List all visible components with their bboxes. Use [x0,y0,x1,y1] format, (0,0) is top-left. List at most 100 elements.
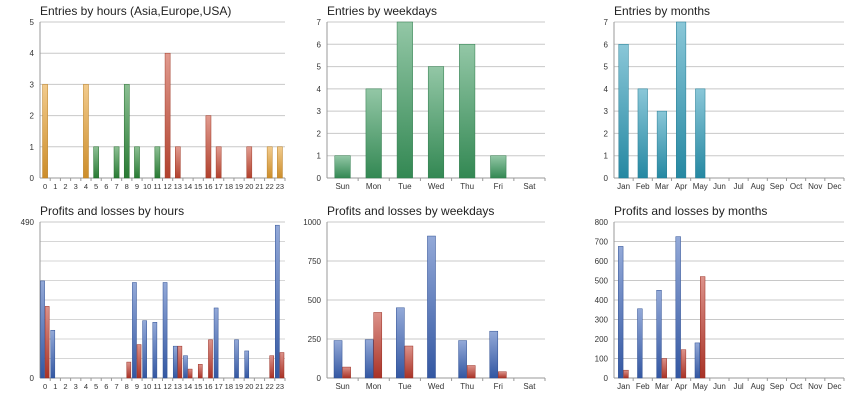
bar [675,236,681,379]
x-tick-label: 2 [63,182,67,191]
bar [205,115,212,179]
bar [364,339,374,379]
x-tick-label: 9 [135,182,139,191]
chart-title: Entries by hours (Asia,Europe,USA) [40,4,231,18]
chart-5: Profits and losses by weekdays 0 250 500 750… [303,204,546,391]
y-tick-label: 100 [595,355,609,364]
x-tick-label: 15 [194,182,202,191]
x-tick-label: May [693,382,708,391]
x-tick-label: 5 [94,382,98,391]
bar [396,307,405,379]
x-tick-label: 20 [245,182,253,191]
bar [623,369,629,379]
x-tick-label: Sat [523,182,536,191]
y-tick-label: 1 [317,152,322,161]
bar [152,322,158,379]
bar [164,52,171,179]
x-tick-label: Nov [808,382,822,391]
bar [458,340,467,379]
x-tick-label: Dec [827,382,841,391]
x-tick-label: Fri [494,182,504,191]
bar [126,361,132,379]
bar [700,276,706,379]
x-tick-label: Tue [398,382,412,391]
bar [246,146,253,179]
y-tick-label: 1 [604,152,609,161]
x-tick-label: Jan [617,382,630,391]
bar [618,44,629,179]
bar [618,246,624,379]
x-tick-label: 6 [104,182,108,191]
bar [83,84,89,179]
x-tick-label: Jul [733,182,743,191]
x-tick-label: 3 [74,382,78,391]
bar [637,88,648,179]
x-tick-label: 16 [204,182,212,191]
x-tick-label: Tue [398,182,412,191]
x-tick-label: 18 [225,382,233,391]
y-tick-label: 300 [595,316,609,325]
x-tick-label: 18 [225,182,233,191]
bar [275,224,280,379]
x-tick-label: 17 [214,382,222,391]
x-tick-label: 4 [84,382,88,391]
x-tick-label: Sun [335,382,349,391]
bar [142,320,147,379]
y-tick-label: 500 [595,277,609,286]
x-tick-label: 11 [153,182,161,191]
x-tick-label: 15 [194,382,202,391]
y-tick-label: 6 [604,40,609,49]
bar [404,345,414,379]
x-tick-label: 14 [184,382,192,391]
x-tick-label: Jan [617,182,630,191]
x-tick-label: Dec [827,182,841,191]
y-tick-label: 800 [595,218,609,227]
chart-2: Entries by weekdays 0 1 2 3 4 5 6 7 Sun Mon Tue Wed T… [317,4,546,191]
x-tick-label: Sun [335,182,349,191]
x-tick-label: 3 [74,182,78,191]
bar [177,345,183,379]
y-tick-label: 0 [30,174,35,183]
bar [427,235,436,379]
x-tick-label: 21 [255,382,263,391]
x-tick-label: 6 [104,382,108,391]
x-tick-label: Sep [770,182,785,191]
bar [676,21,687,179]
y-tick-label: 5 [604,63,609,72]
x-tick-label: Thu [460,182,474,191]
bar [213,307,219,379]
x-tick-label: Mar [655,382,669,391]
y-tick-label: 400 [595,296,609,305]
chart-3: Entries by months 0 1 2 3 4 5 6 7 Jan Feb Mar Apr May… [604,4,845,191]
bar [334,155,351,179]
y-tick-label: 7 [604,18,609,27]
y-tick-label: 0 [604,174,609,183]
y-tick-label: 7 [317,18,322,27]
x-tick-label: 23 [276,182,284,191]
x-tick-label: 19 [235,182,243,191]
x-tick-label: 0 [43,382,47,391]
y-tick-label: 0 [30,374,35,383]
bar [93,146,99,179]
x-tick-label: Jul [733,382,743,391]
bar [113,146,120,179]
chart-title: Profits and losses by months [614,204,767,218]
bar [498,371,507,379]
y-tick-label: 2 [604,129,609,138]
bar [175,146,181,179]
x-tick-label: 19 [235,382,243,391]
x-tick-label: Mon [366,182,382,191]
x-tick-label: Oct [790,382,803,391]
y-tick-label: 4 [604,85,609,94]
x-tick-label: 9 [135,382,139,391]
x-tick-label: 17 [214,182,222,191]
y-tick-label: 200 [595,335,609,344]
bar [44,306,50,379]
bar [489,330,499,379]
x-tick-label: 7 [114,382,118,391]
bar [490,155,507,179]
x-tick-label: 5 [94,182,98,191]
bar [427,66,445,179]
bar [373,312,383,379]
